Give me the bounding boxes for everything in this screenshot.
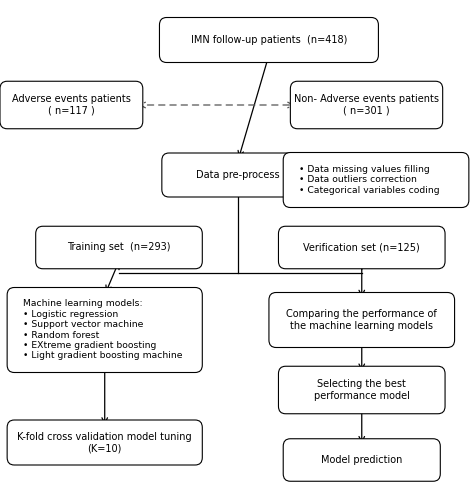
FancyBboxPatch shape [7, 288, 202, 372]
Text: K-fold cross validation model tuning
(K=10): K-fold cross validation model tuning (K=… [18, 432, 192, 454]
FancyBboxPatch shape [0, 81, 143, 128]
Text: Training set  (n=293): Training set (n=293) [67, 242, 171, 252]
Text: Selecting the best
performance model: Selecting the best performance model [314, 379, 410, 401]
Text: Data pre-process: Data pre-process [196, 170, 280, 180]
FancyBboxPatch shape [7, 420, 202, 465]
Text: Non- Adverse events patients
( n=301 ): Non- Adverse events patients ( n=301 ) [294, 94, 439, 116]
FancyBboxPatch shape [283, 152, 469, 208]
Text: Machine learning models:
• Logistic regression
• Support vector machine
• Random: Machine learning models: • Logistic regr… [23, 300, 182, 360]
FancyBboxPatch shape [36, 226, 202, 269]
FancyBboxPatch shape [159, 18, 378, 62]
Text: Verification set (n=125): Verification set (n=125) [303, 242, 420, 252]
FancyBboxPatch shape [278, 366, 445, 414]
Text: Model prediction: Model prediction [321, 455, 402, 465]
FancyBboxPatch shape [162, 153, 314, 197]
FancyBboxPatch shape [290, 81, 443, 128]
FancyBboxPatch shape [283, 439, 440, 481]
FancyBboxPatch shape [269, 292, 455, 348]
Text: Adverse events patients
( n=117 ): Adverse events patients ( n=117 ) [12, 94, 131, 116]
Text: • Data missing values filling
• Data outliers correction
• Categorical variables: • Data missing values filling • Data out… [299, 165, 439, 195]
Text: IMN follow-up patients  (n=418): IMN follow-up patients (n=418) [191, 35, 347, 45]
Text: Comparing the performance of
the machine learning models: Comparing the performance of the machine… [287, 309, 437, 331]
FancyBboxPatch shape [278, 226, 445, 269]
